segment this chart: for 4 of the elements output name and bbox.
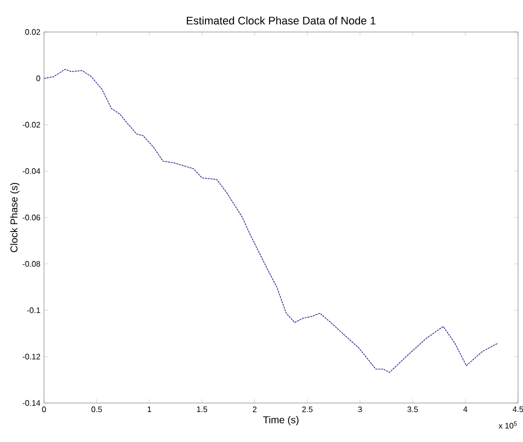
y-axis-title: Clock Phase (s) <box>10 182 20 252</box>
line-series <box>44 68 498 373</box>
chart-title: Estimated Clock Phase Data of Node 1 <box>186 16 376 24</box>
x-axis-title: Time (s) <box>263 416 298 426</box>
